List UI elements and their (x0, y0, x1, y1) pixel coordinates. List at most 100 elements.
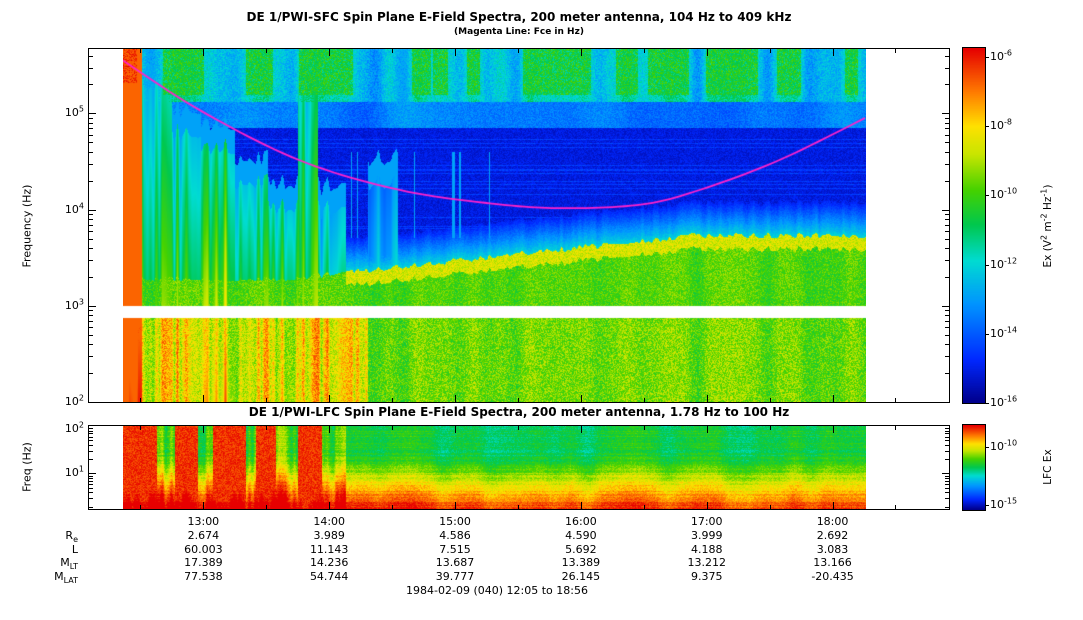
ephemeris-value: 3.989 (313, 529, 345, 542)
time-label: 17:00 (690, 515, 723, 528)
axis-tick (89, 123, 93, 124)
lfc-colorbar-tick-label: 10-15 (990, 496, 1018, 511)
sfc-y-axis-label: Frequency (Hz) (20, 184, 34, 268)
axis-tick (986, 403, 989, 404)
axis-tick (89, 310, 93, 311)
axis-tick (140, 505, 141, 509)
axis-tick (945, 440, 949, 441)
axis-tick (89, 239, 93, 240)
axis-tick (945, 135, 949, 136)
lfc-plot-frame (88, 425, 950, 510)
ephemeris-value: 7.515 (439, 543, 471, 556)
axis-tick (203, 49, 204, 56)
axis-tick (986, 57, 989, 58)
ephemeris-row-label: MLT (60, 556, 78, 572)
axis-tick (518, 505, 519, 509)
axis-tick (945, 123, 949, 124)
axis-tick (89, 181, 93, 182)
ephemeris-value: 4.590 (565, 529, 597, 542)
time-label: 14:00 (313, 515, 346, 528)
axis-tick (945, 356, 949, 357)
ephemeris-value: 13.212 (687, 556, 726, 569)
axis-tick (89, 327, 93, 328)
axis-tick (945, 478, 949, 479)
axis-tick (945, 310, 949, 311)
axis-tick (392, 49, 393, 53)
lfc-ytick-label: 102 (64, 420, 84, 435)
axis-tick (89, 260, 93, 261)
axis-tick (89, 225, 93, 226)
ephemeris-row-label: Re (65, 529, 78, 545)
caption: 1984-02-09 (040) 12:05 to 18:56 (406, 584, 588, 597)
axis-tick (945, 321, 949, 322)
axis-tick (945, 344, 949, 345)
axis-tick (89, 428, 93, 429)
axis-tick (89, 315, 93, 316)
sfc-ytick-label: 104 (64, 201, 84, 216)
axis-tick (89, 335, 93, 336)
lfc-panel-title: DE 1/PWI-LFC Spin Plane E-Field Spectra,… (248, 405, 790, 419)
axis-tick (895, 398, 896, 402)
axis-tick (581, 426, 582, 433)
axis-tick (266, 505, 267, 509)
axis-tick (140, 426, 141, 430)
axis-tick (89, 113, 96, 114)
axis-tick (89, 321, 93, 322)
axis-tick (945, 277, 949, 278)
lfc-colorbar-tick-label: 10-10 (990, 438, 1018, 454)
axis-tick (203, 395, 204, 402)
axis-tick (945, 451, 949, 452)
time-label: 16:00 (565, 515, 597, 528)
axis-tick (89, 356, 93, 357)
axis-tick (89, 219, 93, 220)
axis-tick (945, 181, 949, 182)
axis-tick (945, 68, 949, 69)
sfc-panel-title: DE 1/PWI-SFC Spin Plane E-Field Spectra,… (246, 10, 792, 24)
axis-tick (770, 505, 771, 509)
axis-tick (945, 214, 949, 215)
axis-tick (89, 488, 93, 489)
sfc-colorbar-tick-label: 10-12 (990, 255, 1018, 271)
axis-tick (644, 505, 645, 509)
sfc-ytick-label: 103 (64, 297, 84, 312)
axis-tick (89, 277, 93, 278)
axis-tick (895, 505, 896, 509)
ephemeris-value: 5.692 (565, 543, 597, 556)
axis-tick (945, 507, 949, 508)
axis-tick (89, 373, 93, 374)
axis-tick (895, 49, 896, 53)
axis-tick (266, 426, 267, 430)
axis-tick (392, 398, 393, 402)
axis-tick (89, 84, 93, 85)
axis-tick (945, 260, 949, 261)
sfc-colorbar (962, 47, 986, 404)
axis-tick (89, 231, 93, 232)
axis-tick (942, 210, 949, 211)
axis-tick (455, 49, 456, 56)
ephemeris-value: 13.166 (813, 556, 852, 569)
axis-tick (942, 402, 949, 403)
axis-tick (89, 164, 93, 165)
axis-tick (89, 498, 93, 499)
axis-tick (945, 128, 949, 129)
ephemeris-row-label: MLAT (54, 570, 78, 586)
sfc-ytick-label: 105 (64, 104, 84, 119)
axis-tick (581, 502, 582, 509)
axis-tick (89, 445, 93, 446)
axis-tick (945, 327, 949, 328)
axis-tick (455, 502, 456, 509)
axis-tick (945, 118, 949, 119)
axis-tick (89, 437, 93, 438)
ephemeris-value: 3.999 (690, 529, 723, 542)
axis-tick (518, 426, 519, 430)
axis-tick (945, 231, 949, 232)
ephemeris-value: 39.777 (435, 570, 475, 583)
axis-tick (89, 68, 93, 69)
axis-tick (203, 502, 204, 509)
axis-tick (89, 473, 96, 474)
axis-tick (833, 502, 834, 509)
axis-tick (833, 49, 834, 56)
axis-tick (895, 426, 896, 430)
axis-tick (89, 248, 93, 249)
